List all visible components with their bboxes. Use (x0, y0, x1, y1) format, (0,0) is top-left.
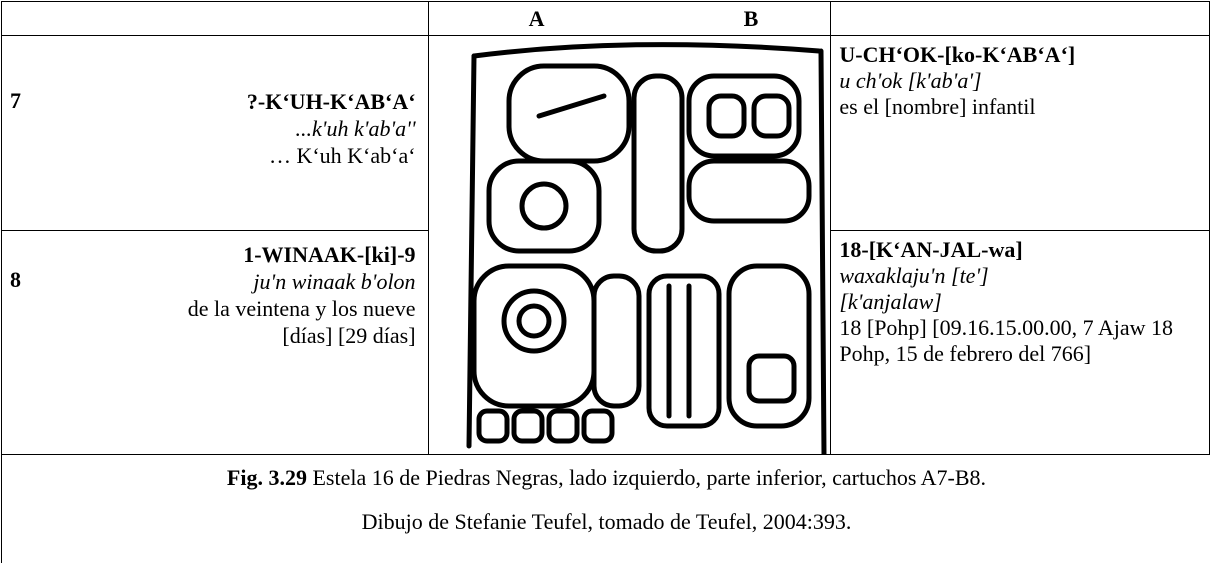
right-cell: 18-[K‘AN-JAL-wa] waxaklaju'n [te'] [k'an… (830, 230, 1210, 455)
figure-label: Fig. 3.29 (226, 465, 307, 490)
transcription: waxaklaju'n [te'] [k'anjalaw] (839, 263, 989, 314)
header-cell: A B (427, 1, 832, 36)
header-cell (1, 1, 429, 36)
transcription: ju'n winaak b'olon (253, 269, 416, 294)
translation: 18 [Pohp] [09.16.15.00.00, 7 Ajaw 18 Poh… (839, 315, 1174, 366)
column-label: B (743, 6, 759, 31)
caption-line: Fig. 3.29 Estela 16 de Piedras Negras, l… (2, 465, 1211, 491)
caption-text: Estela 16 de Piedras Negras, lado izquie… (312, 465, 987, 490)
row-number: 7 (10, 88, 21, 113)
caption: Fig. 3.29 Estela 16 de Piedras Negras, l… (1, 455, 1211, 563)
glyph-table: A B 7 ?-K‘UH-K‘AB‘A‘ ...k'uh k'ab'a'' … … (1, 1, 1210, 455)
transliteration: ?-K‘UH-K‘AB‘A‘ (246, 89, 416, 114)
transliteration: U-CH‘OK-[ko-K‘AB‘A‘] (839, 42, 1076, 67)
right-cell: U-CH‘OK-[ko-K‘AB‘A‘] u ch'ok [k'ab'a'] e… (830, 35, 1210, 231)
glyph-drawing (466, 42, 827, 454)
header-row: A B (1, 1, 1210, 36)
transcription: u ch'ok [k'ab'a'] (839, 68, 982, 93)
row: 7 ?-K‘UH-K‘AB‘A‘ ...k'uh k'ab'a'' … K‘uh… (1, 35, 1210, 455)
left-cell: 8 1-WINAAK-[ki]-9 ju'n winaak b'olon de … (1, 230, 429, 455)
translation: es el [nombre] infantil (839, 94, 1036, 119)
translation: … K‘uh K‘ab‘a‘ (268, 143, 416, 168)
column-label: A (528, 6, 545, 31)
transliteration: 18-[K‘AN-JAL-wa] (839, 237, 1023, 262)
transcription: ...k'uh k'ab'a'' (295, 116, 416, 141)
left-cell: 7 ?-K‘UH-K‘AB‘A‘ ...k'uh k'ab'a'' … K‘uh… (1, 35, 429, 231)
caption-credit: Dibujo de Stefanie Teufel, tomado de Teu… (361, 509, 852, 534)
row: 8 1-WINAAK-[ki]-9 ju'n winaak b'olon de … (1, 230, 1210, 455)
translation: de la veintena y los nueve [días] [29 dí… (187, 296, 416, 348)
glyph-cell (427, 35, 832, 455)
transliteration: 1-WINAAK-[ki]-9 (243, 242, 416, 267)
header-cell (830, 1, 1210, 36)
row-number: 8 (10, 267, 21, 292)
